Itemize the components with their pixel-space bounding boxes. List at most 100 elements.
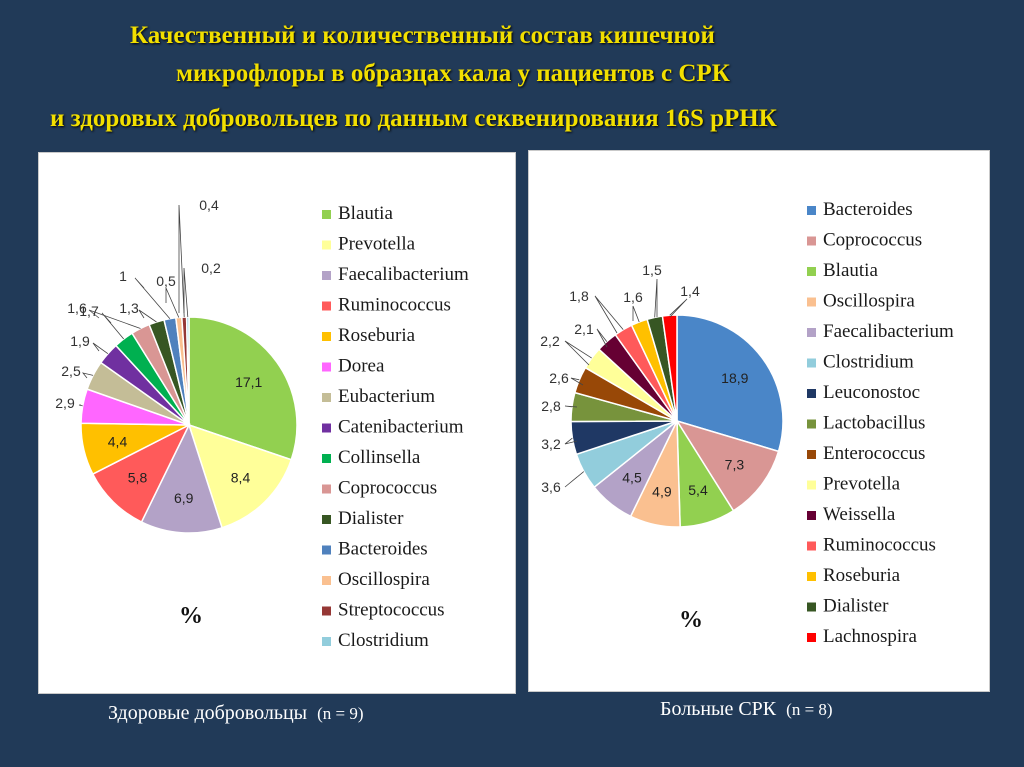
ibs-value-enterococcus: 2,6 [549, 370, 569, 386]
healthy-legend-ruminococcus: Ruminococcus [338, 295, 451, 316]
ibs-value-prevotella: 2,2 [540, 333, 560, 349]
ibs-legend-roseburia: Roseburia [823, 565, 901, 586]
ibs-legend-blautia: Blautia [823, 260, 878, 281]
ibs-legend-coprococcus: Coprococcus [823, 230, 922, 251]
healthy-caption-n: (n = 9) [317, 704, 364, 723]
ibs-leader-prevotella [564, 340, 592, 366]
ibs-legend-clostridium: Clostridium [823, 352, 914, 373]
healthy-slice-ruminococcus [91, 423, 191, 524]
healthy-legend-swatch-collinsella [322, 454, 331, 463]
healthy-unit-label: % [179, 603, 203, 629]
healthy-legend-swatch-streptococcus [322, 606, 331, 616]
healthy-legend-swatch-eubacterium [322, 393, 331, 402]
ibs-pie-chart: 18,9 7,3 5,4 4,9 4,5 3,6 3,2 2,8 2,6 2,2 2,1 1,8 1,6… [540, 199, 954, 647]
healthy-legend-bacteroides: Bacteroides [338, 539, 428, 560]
healthy-slice-blautia [188, 316, 298, 461]
healthy-value-faecalibacterium: 6,9 [174, 490, 194, 506]
ibs-legend-swatch-prevotella [807, 480, 816, 490]
healthy-slice-clostridium [185, 316, 190, 426]
healthy-value-catenibacterium: 1,9 [70, 333, 90, 349]
healthy-leader-dialister [138, 309, 157, 323]
ibs-value-dialister: 1,5 [642, 262, 662, 278]
healthy-value-dialister: 1,3 [119, 300, 139, 316]
ibs-value-blautia: 5,4 [688, 482, 708, 498]
ibs-leader-leuconostoc [564, 437, 578, 445]
ibs-value-lachnospira: 1,4 [680, 283, 700, 299]
healthy-legend-prevotella: Prevotella [338, 234, 416, 255]
ibs-legend-swatch-ruminococcus [807, 541, 816, 551]
healthy-value-dorea: 2,9 [55, 395, 75, 411]
healthy-legend-streptococcus: Streptococcus [338, 600, 445, 621]
healthy-chart-panel: 17,1 8,4 6,9 5,8 4,4 2,9 2,5 1,9 1,7 1,6 1,3 1 0,5 0,… [38, 152, 516, 694]
healthy-value-blautia: 17,1 [235, 374, 262, 390]
ibs-legend-swatch-leuconostoc [807, 389, 816, 398]
ibs-legend-swatch-roseburia [807, 572, 816, 581]
healthy-legend-coprococcus: Coprococcus [338, 478, 437, 499]
ibs-leader-enterococcus [570, 377, 584, 386]
healthy-legend-clostridium: Clostridium [338, 630, 429, 651]
healthy-legend-faecalibacterium: Faecalibacterium [338, 264, 469, 285]
healthy-value-oscillospira: 0,5 [156, 273, 176, 289]
healthy-legend-dorea: Dorea [338, 356, 385, 377]
healthy-legend-swatch-dialister [322, 515, 331, 524]
ibs-legend-enterococcus: Enterococcus [823, 443, 925, 464]
ibs-value-bacteroides: 18,9 [721, 370, 748, 386]
ibs-legend-swatch-clostridium [807, 358, 816, 368]
healthy-leader-catenibacterium [92, 342, 109, 355]
ibs-slice-bacteroides [676, 314, 784, 453]
healthy-legend-eubacterium: Eubacterium [338, 386, 435, 407]
healthy-value-eubacterium: 2,5 [61, 363, 81, 379]
ibs-value-clostridium: 3,6 [541, 479, 561, 495]
healthy-value-ruminococcus: 5,8 [128, 469, 148, 485]
healthy-leader-coprococcus [88, 309, 141, 329]
healthy-legend-swatch-bacteroides [322, 545, 331, 555]
ibs-legend-swatch-lachnospira [807, 633, 816, 642]
healthy-value-streptococcus: 0,4 [199, 197, 219, 213]
healthy-value-bacteroides: 1 [119, 268, 127, 284]
healthy-legend-swatch-coprococcus [322, 484, 331, 494]
healthy-legend-swatch-prevotella [322, 240, 331, 250]
healthy-legend-swatch-clostridium [322, 637, 331, 646]
ibs-value-oscillospira: 4,9 [652, 484, 672, 500]
healthy-legend-dialister: Dialister [338, 508, 404, 529]
healthy-leader-collinsella [101, 312, 125, 340]
ibs-legend-leuconostoc: Leuconostoc [823, 382, 920, 403]
title-line-1: Качественный и количественный состав киш… [130, 22, 715, 49]
ibs-legend-dialister: Dialister [823, 596, 889, 617]
ibs-leader-lactobacillus [564, 405, 578, 408]
ibs-legend-swatch-coprococcus [807, 236, 816, 246]
healthy-legend-swatch-faecalibacterium [322, 271, 331, 280]
healthy-legend-swatch-oscillospira [322, 576, 331, 585]
ibs-value-roseburia: 1,6 [623, 289, 643, 305]
ibs-legend-swatch-oscillospira [807, 297, 816, 307]
ibs-leader-ruminococcus [594, 295, 624, 334]
healthy-value-collinsella: 1,7 [79, 303, 99, 319]
ibs-caption-n: (n = 8) [786, 700, 833, 719]
ibs-value-leuconostoc: 3,2 [541, 436, 561, 452]
healthy-legend-swatch-dorea [322, 362, 331, 372]
healthy-legend-blautia: Blautia [338, 203, 393, 224]
healthy-leader-dorea [78, 404, 83, 407]
ibs-chart-panel: 18,9 7,3 5,4 4,9 4,5 3,6 3,2 2,8 2,6 2,2 2,1 1,8 1,6… [528, 150, 990, 692]
ibs-legend-swatch-dialister [807, 602, 816, 612]
ibs-legend-swatch-blautia [807, 267, 816, 276]
healthy-leader-oscillospira [165, 287, 180, 318]
healthy-leader-streptococcus [178, 204, 185, 318]
healthy-legend-catenibacterium: Catenibacterium [338, 417, 464, 438]
ibs-leader-dialister [654, 278, 658, 318]
ibs-leader-clostridium [564, 471, 585, 488]
ibs-caption: Больные СРК (n = 8) [660, 698, 833, 721]
healthy-value-coprococcus: 1,6 [67, 300, 87, 316]
healthy-leader-clostridium [183, 267, 189, 318]
ibs-legend-swatch-lactobacillus [807, 419, 816, 429]
title-line-3: и здоровых добровольцев по данным секвен… [50, 105, 777, 132]
ibs-caption-label: Больные СРК [660, 698, 777, 720]
healthy-legend-collinsella: Collinsella [338, 447, 421, 468]
ibs-legend-oscillospira: Oscillospira [823, 291, 915, 312]
ibs-legend-weissella: Weissella [823, 504, 896, 525]
healthy-caption: Здоровые добровольцы (n = 9) [108, 702, 364, 725]
ibs-legend-swatch-faecalibacterium [807, 328, 816, 337]
ibs-legend-swatch-weissella [807, 511, 816, 520]
healthy-leader-bacteroides [134, 277, 171, 319]
ibs-legend-lactobacillus: Lactobacillus [823, 413, 925, 434]
